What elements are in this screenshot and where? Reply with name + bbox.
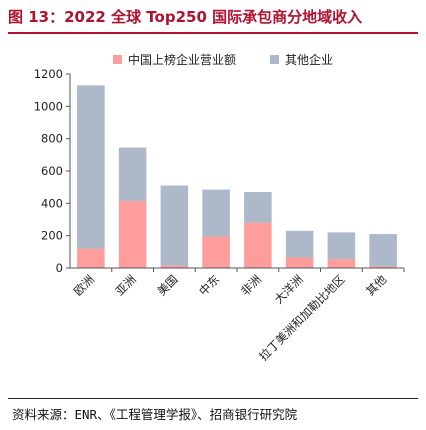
x-tick-label: 美国 [154, 272, 180, 298]
legend-label-china-listed: 中国上榜企业营业额 [128, 52, 236, 67]
bar-segment-china-listed [285, 257, 314, 268]
x-tick-label: 非洲 [238, 272, 264, 298]
y-tick-label: 600 [41, 164, 63, 178]
bar-segment-china-listed [244, 222, 272, 268]
legend-swatch-china-listed [113, 55, 122, 64]
source-divider [8, 398, 418, 399]
bar-segment-china-listed [327, 259, 356, 268]
y-axis: 0 200 400 600 800 1000 1200 [34, 67, 71, 275]
bar-segment-other [327, 232, 356, 260]
bar-segment-other [118, 147, 147, 201]
bar-segment-other [160, 185, 189, 266]
y-tick-label: 1000 [34, 99, 63, 113]
bar-segment-other [285, 230, 314, 258]
legend-swatch-other [270, 55, 279, 64]
bar-segment-other [244, 192, 272, 223]
source-note: 资料来源：ENR、《工程管理学报》、招商银行研究院 [12, 407, 298, 422]
y-tick-label: 200 [41, 229, 63, 243]
stacked-bar-chart: 中国上榜企业营业额 其他企业 0 200 400 600 800 1000 1200 欧洲 亚洲… [34, 52, 405, 363]
x-tick-label: 大洋洲 [271, 272, 305, 306]
bar-segment-other [202, 189, 230, 237]
legend: 中国上榜企业营业额 其他企业 [113, 52, 333, 67]
bar-segment-china-listed [369, 266, 397, 268]
y-tick-label: 800 [41, 132, 63, 146]
bar-segment-china-listed [202, 236, 230, 268]
x-tick-label: 中东 [196, 272, 222, 298]
x-tick-label: 欧洲 [71, 272, 97, 298]
bar-segment-other [77, 85, 105, 249]
bars [77, 85, 397, 268]
bar-segment-china-listed [118, 200, 147, 268]
bar-segment-china-listed [77, 248, 105, 268]
legend-label-other: 其他企业 [285, 52, 333, 67]
y-tick-label: 1200 [34, 67, 63, 81]
figure-title: 图 13：2022 全球 Top250 国际承包商分地域收入 [8, 8, 363, 26]
bar-segment-other [369, 234, 397, 267]
title-divider [8, 32, 418, 34]
bar-segment-china-listed [160, 265, 189, 268]
y-tick-label: 0 [56, 261, 63, 275]
x-tick-label: 其他 [363, 272, 390, 299]
y-tick-label: 400 [41, 196, 63, 210]
x-tick-label: 亚洲 [113, 272, 139, 298]
